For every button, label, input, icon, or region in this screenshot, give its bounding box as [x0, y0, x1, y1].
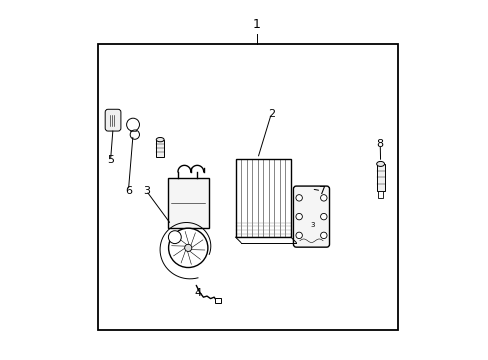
Circle shape [168, 228, 207, 267]
Circle shape [320, 195, 326, 201]
Bar [235, 158, 290, 237]
Circle shape [184, 244, 191, 251]
Circle shape [295, 213, 302, 220]
Text: 3: 3 [142, 186, 149, 196]
Text: 5: 5 [107, 156, 114, 165]
Circle shape [295, 232, 302, 239]
Ellipse shape [156, 138, 164, 142]
Text: 4: 4 [194, 288, 201, 297]
Bar [98, 44, 397, 330]
Text: 1: 1 [253, 18, 261, 31]
Text: 6: 6 [124, 186, 132, 196]
FancyBboxPatch shape [105, 109, 121, 131]
Ellipse shape [376, 161, 384, 166]
Circle shape [126, 118, 139, 131]
Circle shape [295, 195, 302, 201]
Circle shape [320, 232, 326, 239]
Text: 2: 2 [267, 109, 274, 119]
Text: 7: 7 [317, 186, 324, 196]
Circle shape [320, 213, 326, 220]
Bar [156, 140, 164, 157]
Bar [376, 164, 384, 191]
FancyBboxPatch shape [293, 186, 329, 247]
Bar [167, 178, 208, 228]
Text: 3: 3 [310, 222, 315, 228]
Bar [215, 297, 220, 303]
Circle shape [130, 130, 139, 139]
Circle shape [168, 231, 181, 244]
Bar [378, 191, 382, 198]
Text: 8: 8 [376, 139, 383, 149]
